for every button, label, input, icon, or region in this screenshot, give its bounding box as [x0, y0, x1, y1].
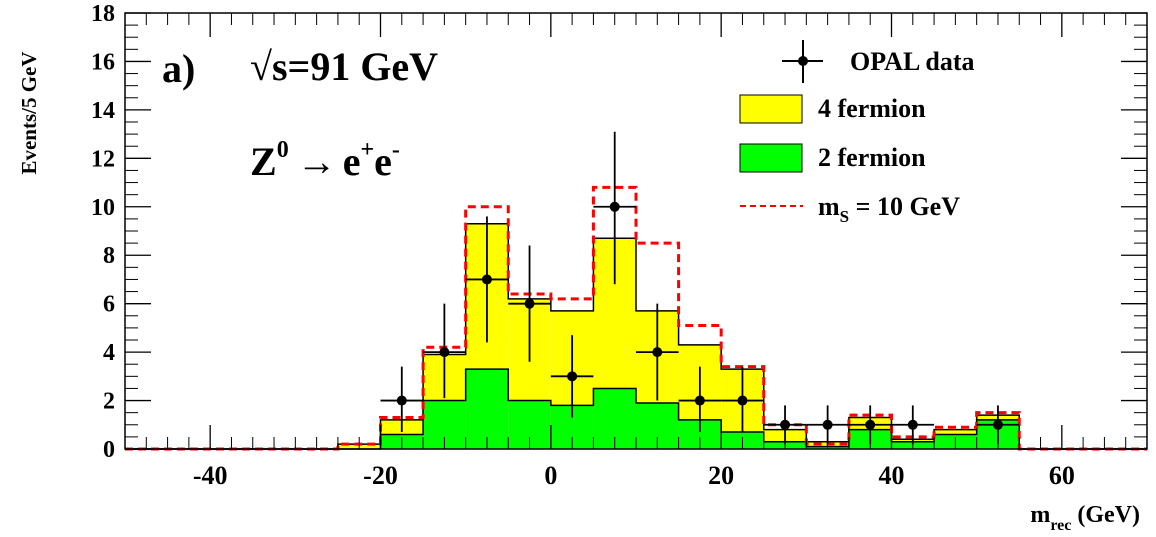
- legend-label-4f: 4 fermion: [818, 94, 926, 123]
- axes: 0 2 4 6 8 10 12 14 16 18 -40 -20 0 20 40 60: [91, 1, 1148, 490]
- signal-outline: [125, 185, 1147, 451]
- panel-label: a): [162, 46, 195, 91]
- y-axis-label: Events/5 GeV: [17, 51, 41, 174]
- signal-histogram: [125, 185, 1147, 451]
- x-tick-label: 0: [544, 461, 557, 490]
- energy-label: √s=91 GeV: [250, 44, 438, 89]
- data-points: [380, 131, 1020, 445]
- two-fermion-bar: [465, 369, 509, 449]
- legend: OPAL data 4 fermion 2 fermion mS = 10 Ge…: [739, 40, 974, 226]
- x-tick-label: 40: [879, 461, 905, 490]
- x-tick-label: 60: [1049, 461, 1075, 490]
- legend-entry-signal: mS = 10 GeV: [740, 192, 960, 226]
- legend-label-2f: 2 fermion: [818, 143, 926, 172]
- data-point: [822, 419, 833, 430]
- x-tick-label: 20: [708, 461, 734, 490]
- y-tick-label: 0: [103, 437, 115, 463]
- data-point: [737, 395, 748, 406]
- y-tick-label: 2: [103, 389, 115, 415]
- data-point: [780, 419, 791, 430]
- legend-entry-4f: 4 fermion: [739, 94, 926, 124]
- x-tick-label: -40: [193, 461, 228, 490]
- y-tick-label: 4: [103, 340, 115, 366]
- data-point: [865, 419, 876, 430]
- data-point: [609, 201, 620, 212]
- y-tick-label: 8: [103, 243, 115, 269]
- legend-data-marker-dot: [798, 56, 808, 66]
- data-point: [652, 347, 663, 358]
- y-tick-label: 16: [91, 49, 115, 75]
- legend-entry-2f: 2 fermion: [739, 143, 926, 173]
- legend-swatch-4f: [739, 94, 803, 124]
- process-label: Z0 → e+e-: [250, 137, 400, 184]
- x-axis-label: mrec (GeV): [1030, 502, 1140, 534]
- data-point: [481, 274, 492, 285]
- y-tick-label: 18: [91, 1, 115, 27]
- y-tick-label: 10: [91, 195, 115, 221]
- data-point: [396, 395, 407, 406]
- data-point: [992, 419, 1003, 430]
- data-point: [524, 298, 535, 309]
- data-point: [694, 395, 705, 406]
- data-point: [439, 347, 450, 358]
- legend-label-data: OPAL data: [850, 47, 974, 76]
- legend-label-signal: mS = 10 GeV: [818, 192, 960, 226]
- data-point: [567, 371, 578, 382]
- legend-swatch-2f: [739, 143, 803, 173]
- y-tick-label: 12: [91, 146, 115, 172]
- data-point: [907, 419, 918, 430]
- x-tick-label: -20: [363, 461, 398, 490]
- legend-entry-data: OPAL data: [782, 40, 974, 83]
- y-tick-label: 14: [91, 98, 115, 124]
- y-tick-label: 6: [103, 292, 115, 318]
